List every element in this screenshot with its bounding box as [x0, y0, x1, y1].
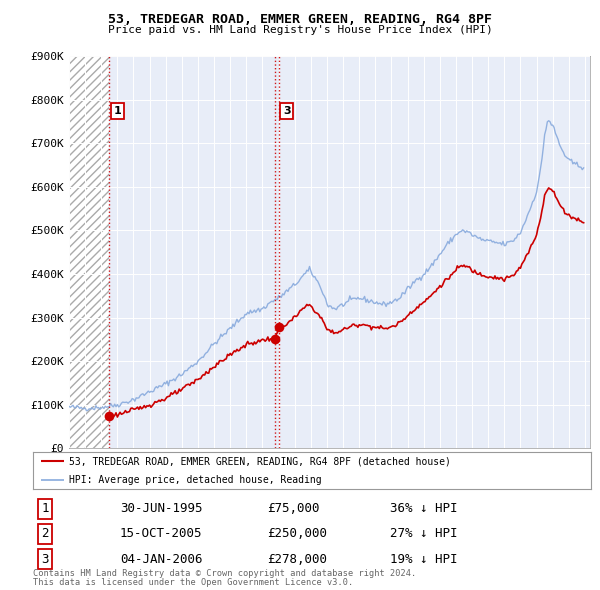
- Text: HPI: Average price, detached house, Reading: HPI: Average price, detached house, Read…: [69, 476, 322, 486]
- Text: Contains HM Land Registry data © Crown copyright and database right 2024.: Contains HM Land Registry data © Crown c…: [33, 569, 416, 578]
- Text: This data is licensed under the Open Government Licence v3.0.: This data is licensed under the Open Gov…: [33, 578, 353, 587]
- Text: 1: 1: [41, 502, 49, 515]
- Text: 19% ↓ HPI: 19% ↓ HPI: [390, 553, 458, 566]
- Text: £250,000: £250,000: [267, 527, 327, 540]
- Text: 53, TREDEGAR ROAD, EMMER GREEN, READING, RG4 8PF (detached house): 53, TREDEGAR ROAD, EMMER GREEN, READING,…: [69, 456, 451, 466]
- Text: 15-OCT-2005: 15-OCT-2005: [120, 527, 203, 540]
- Bar: [61, 56, 109, 448]
- Text: Price paid vs. HM Land Registry's House Price Index (HPI): Price paid vs. HM Land Registry's House …: [107, 25, 493, 35]
- Text: 3: 3: [41, 553, 49, 566]
- Text: 53, TREDEGAR ROAD, EMMER GREEN, READING, RG4 8PF: 53, TREDEGAR ROAD, EMMER GREEN, READING,…: [108, 13, 492, 26]
- Text: 1: 1: [113, 106, 121, 116]
- Text: 27% ↓ HPI: 27% ↓ HPI: [390, 527, 458, 540]
- Text: 04-JAN-2006: 04-JAN-2006: [120, 553, 203, 566]
- Text: £75,000: £75,000: [267, 502, 320, 515]
- Text: £278,000: £278,000: [267, 553, 327, 566]
- Text: 36% ↓ HPI: 36% ↓ HPI: [390, 502, 458, 515]
- Text: 30-JUN-1995: 30-JUN-1995: [120, 502, 203, 515]
- Text: 2: 2: [41, 527, 49, 540]
- Text: 3: 3: [283, 106, 290, 116]
